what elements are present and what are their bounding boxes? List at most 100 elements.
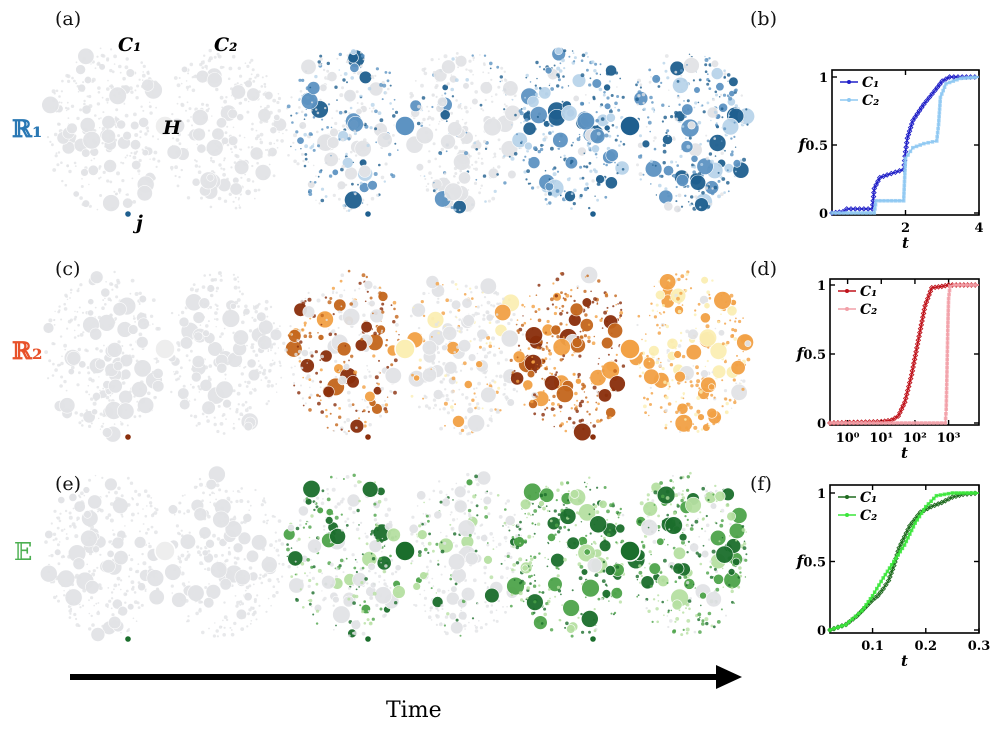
network-node: [206, 72, 223, 88]
network-node: [189, 62, 194, 67]
network-node: [98, 177, 101, 180]
network-node: [248, 61, 252, 64]
network-node: [115, 108, 119, 112]
network-node: [132, 200, 137, 204]
network-node: [220, 167, 223, 170]
network-node: [226, 177, 229, 181]
network-node: [101, 142, 104, 145]
network-node: [204, 64, 208, 69]
network-node: [246, 110, 250, 114]
network-node: [211, 115, 213, 117]
network-node: [267, 153, 271, 157]
network-node: [250, 77, 252, 80]
network-node: [194, 159, 196, 162]
network-node: [233, 161, 237, 164]
network-node: [247, 100, 250, 103]
network-node: [221, 106, 224, 109]
network-node: [211, 160, 215, 164]
network-node: [257, 188, 261, 192]
network-node: [225, 188, 227, 190]
network-node: [99, 127, 101, 129]
network-node: [232, 126, 235, 129]
network-node: [370, 102, 375, 107]
network-node: [243, 97, 248, 102]
network-node: [66, 122, 78, 135]
network-node: [79, 108, 83, 112]
network-node: [49, 140, 52, 143]
network-node: [113, 63, 116, 65]
network-node: [138, 158, 142, 163]
network-node: [191, 124, 193, 127]
network-node: [138, 78, 141, 81]
network-node: [65, 109, 68, 112]
network-node: [116, 171, 120, 176]
network-node: [61, 179, 64, 183]
network-node: [234, 97, 237, 100]
network-node: [117, 134, 121, 138]
network-node: [107, 79, 109, 82]
network-node: [146, 71, 150, 74]
network-node: [254, 76, 257, 79]
network-node: [66, 164, 69, 168]
network-node: [106, 127, 109, 130]
network-node: [86, 95, 89, 98]
network-node: [97, 91, 101, 94]
network-node: [219, 65, 224, 70]
network-node: [106, 58, 110, 62]
network-node: [106, 179, 110, 183]
network-node: [234, 206, 238, 210]
network-node: [253, 188, 258, 193]
network-node: [224, 108, 227, 111]
network-node: [360, 54, 365, 58]
network-node: [280, 139, 284, 143]
network-node: [88, 104, 93, 109]
network-node: [251, 68, 255, 72]
network-node: [238, 134, 242, 137]
network-node: [215, 72, 219, 76]
network-node: [201, 102, 205, 106]
network-node: [54, 154, 58, 158]
network-node: [104, 145, 107, 148]
network-node: [226, 143, 230, 147]
network-node: [256, 151, 260, 155]
network-node: [392, 134, 395, 137]
network-node: [230, 87, 233, 91]
network-node: [73, 161, 77, 165]
network-node: [276, 147, 279, 149]
network-node: [99, 47, 102, 50]
network-node: [121, 162, 125, 165]
network-node: [73, 140, 76, 143]
network-node: [238, 206, 242, 209]
network-node: [144, 146, 148, 150]
network-node: [114, 116, 117, 119]
network-node: [250, 58, 254, 62]
network-node: [269, 126, 278, 134]
network-node: [61, 79, 64, 83]
network-node: [190, 116, 193, 118]
network-node: [191, 88, 196, 93]
network-node: [206, 173, 215, 182]
network-node: [90, 63, 92, 65]
network-node: [55, 152, 58, 155]
network-node: [89, 151, 92, 153]
network-node: [141, 149, 149, 157]
network-node: [178, 77, 181, 79]
network-node: [239, 74, 243, 78]
network-node: [139, 130, 143, 134]
network-node: [60, 90, 64, 93]
network-node: [142, 64, 146, 68]
network-node: [277, 109, 282, 113]
network-node: [118, 192, 121, 194]
network-node: [276, 139, 279, 142]
network-node: [246, 64, 250, 68]
network-node: [134, 153, 136, 155]
network-node: [268, 163, 271, 166]
network-node: [180, 168, 183, 172]
network-node: [106, 87, 110, 91]
network-node: [149, 105, 152, 108]
network-node: [60, 105, 62, 107]
network-node: [223, 157, 226, 160]
network-node: [109, 68, 113, 73]
network-node: [114, 123, 116, 126]
network-node: [187, 134, 190, 136]
